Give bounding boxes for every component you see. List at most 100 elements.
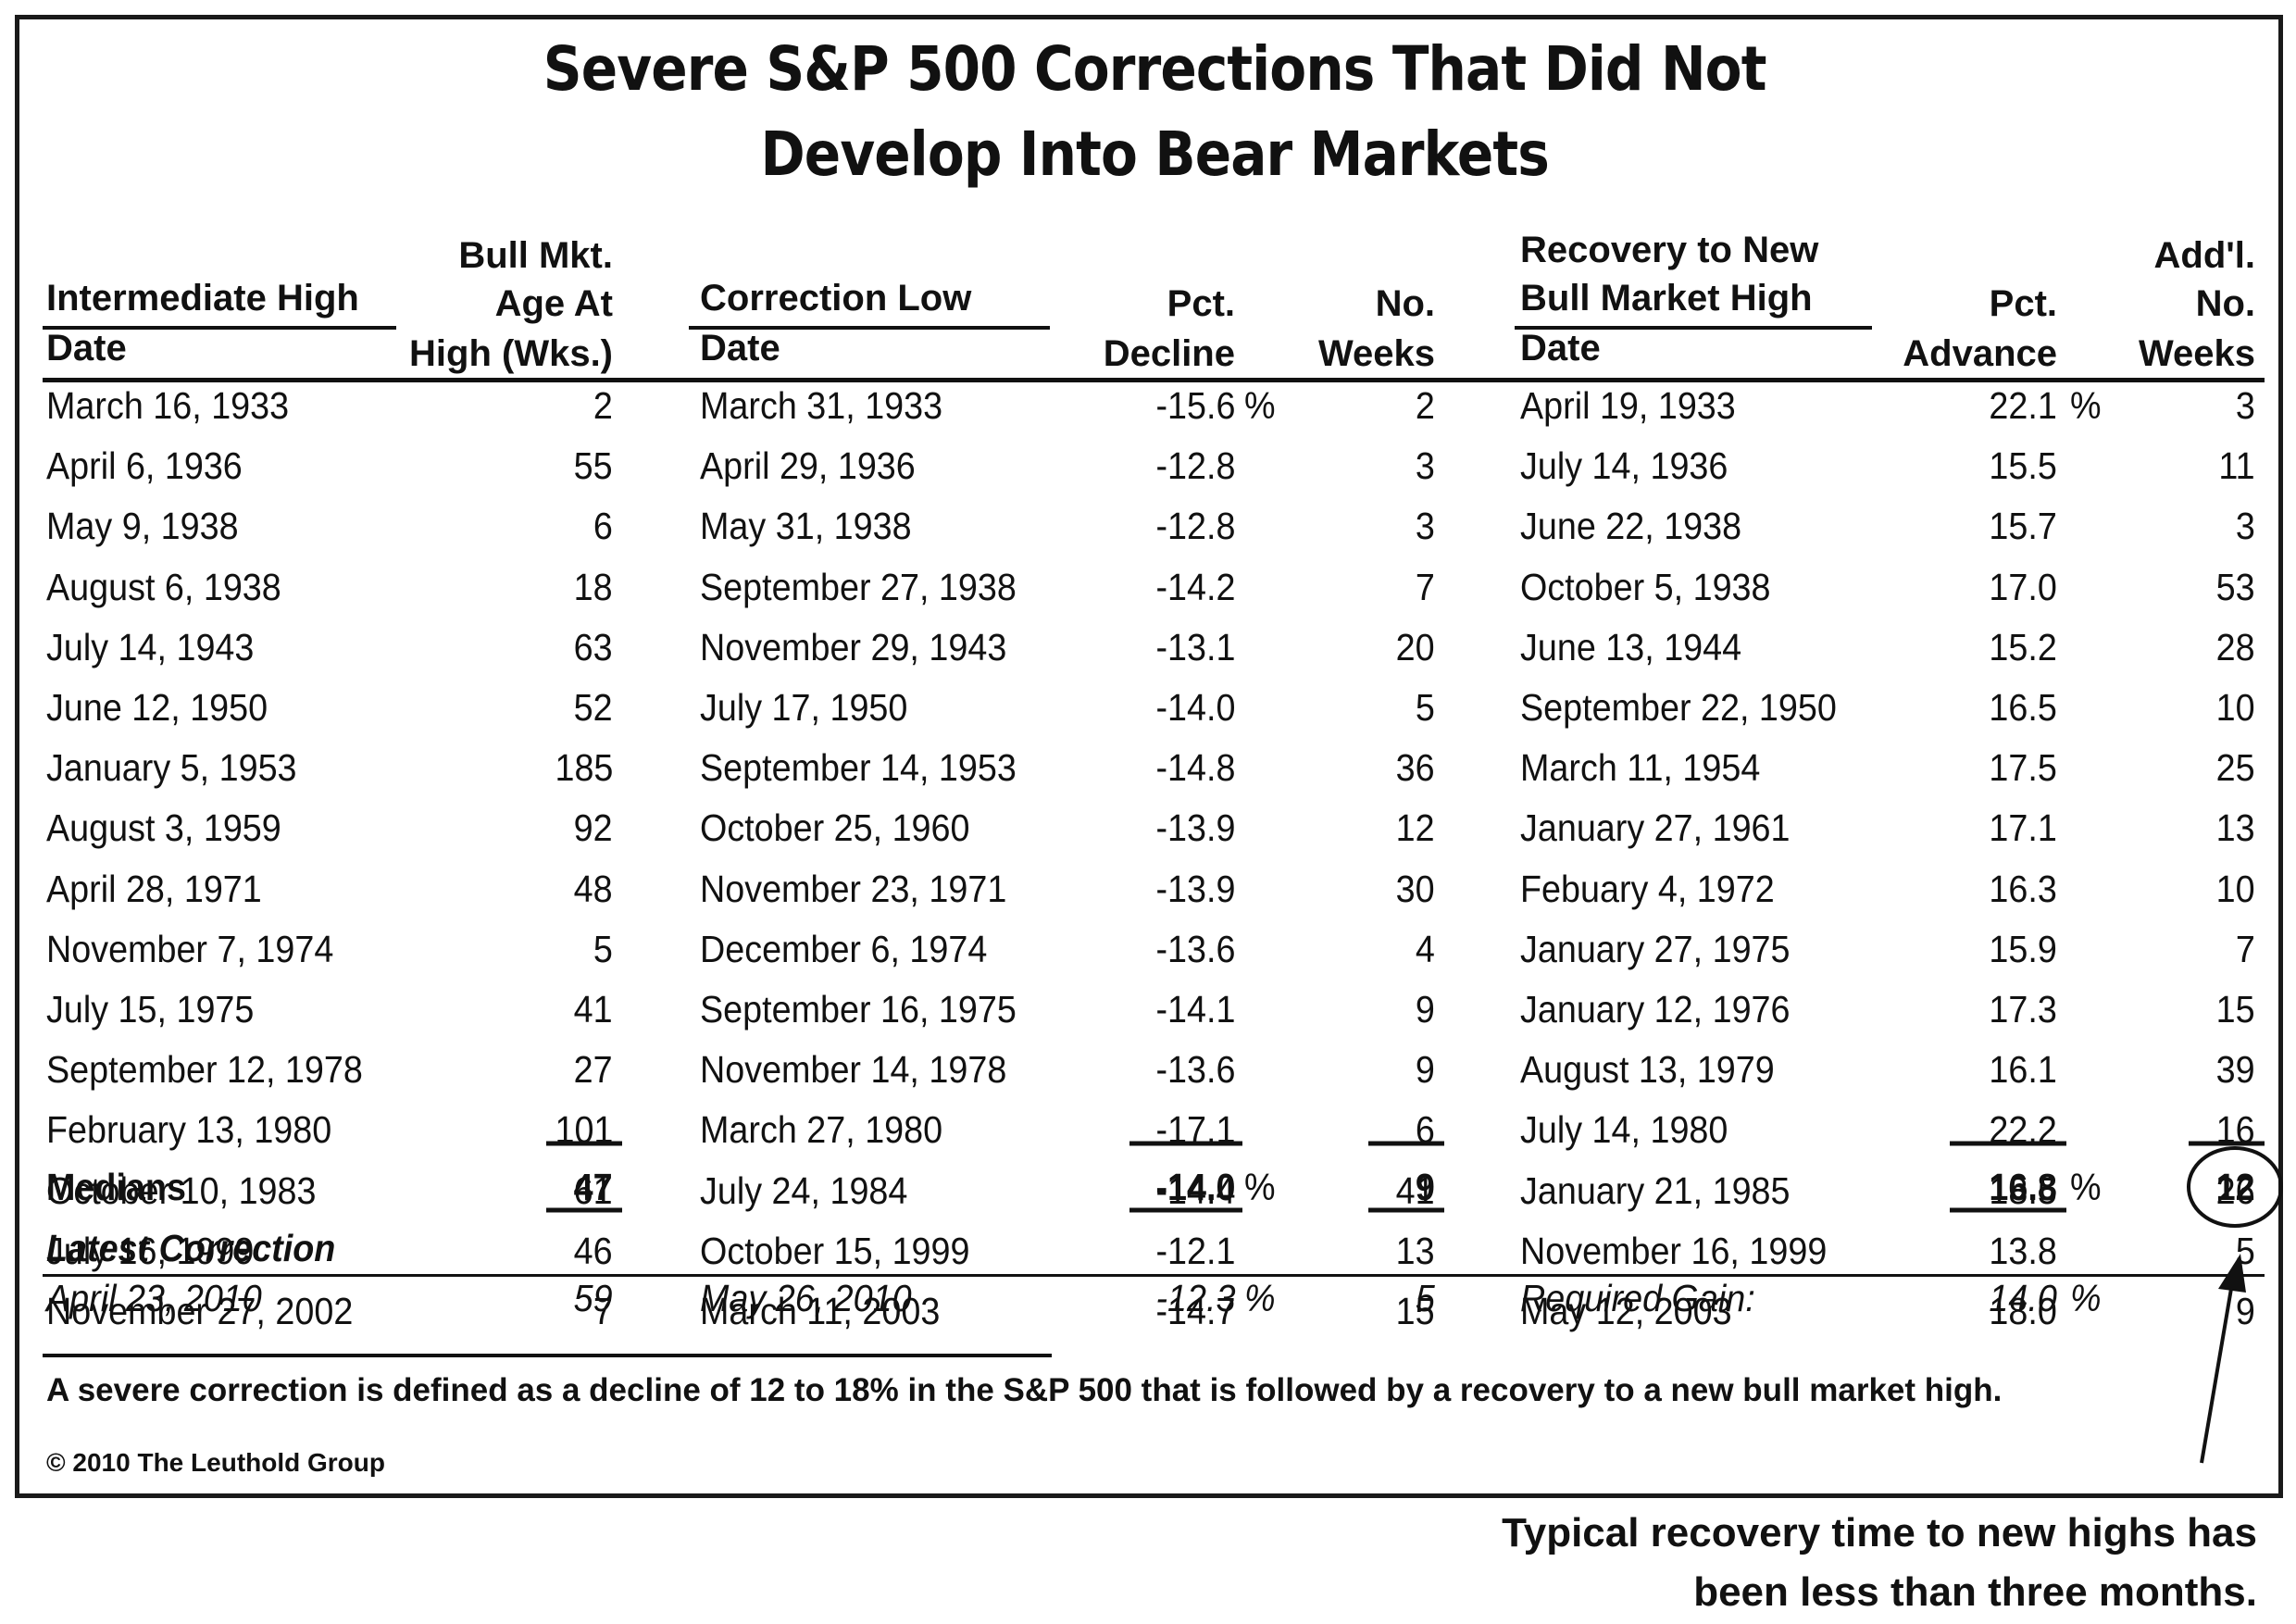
cell-pct-decline: -14.1 — [1155, 988, 1235, 1031]
cell-high-date: April 6, 1936 — [46, 444, 243, 487]
cell-recovery-date: January 27, 1975 — [1520, 928, 1791, 970]
cell-pct-advance: 18.5 — [1989, 1169, 2057, 1212]
cell-pct-decline: -15.6 — [1155, 384, 1235, 427]
cell-high-date: August 3, 1959 — [46, 806, 281, 849]
cell-no-weeks: 4 — [1416, 928, 1435, 970]
cell-pct-advance: 17.5 — [1989, 746, 2057, 789]
cell-high-date: July 15, 1975 — [46, 988, 255, 1031]
cell-no-weeks: 3 — [1416, 444, 1435, 487]
cell-recovery-date: July 14, 1980 — [1520, 1108, 1728, 1151]
cell-low-date: May 31, 1938 — [700, 505, 912, 547]
cell-recovery-date: November 16, 1999 — [1520, 1230, 1828, 1272]
cell-pct-decline: -14.8 — [1155, 746, 1235, 789]
cell-high-date: July 14, 1943 — [46, 626, 255, 668]
cell-pct-advance: 18.0 — [1989, 1290, 2057, 1332]
cell-bull-age: 55 — [574, 444, 613, 487]
latest-weeks: 5 — [1416, 1277, 1435, 1319]
cell-no-weeks: 15 — [1396, 1290, 1435, 1332]
cell-no-weeks: 13 — [1396, 1230, 1435, 1272]
cell-pct-advance: 17.1 — [1989, 806, 2057, 849]
cell-no-weeks: 9 — [1416, 988, 1435, 1031]
cell-pct-advance: 16.1 — [1989, 1048, 2057, 1091]
medians-label: Medians — [46, 1166, 186, 1208]
cell-addl-weeks: 10 — [2216, 868, 2255, 910]
header-correction-low: Correction Low — [700, 278, 972, 319]
cell-bull-age: 27 — [574, 1048, 613, 1091]
cell-pct-decline: -13.9 — [1155, 806, 1235, 849]
cell-bull-age: 6 — [593, 505, 613, 547]
rule-recovery — [1515, 326, 1872, 330]
header-rule — [43, 378, 2265, 382]
latest-age: 59 — [574, 1277, 613, 1319]
cell-low-date: December 6, 1974 — [700, 928, 988, 970]
cell-low-date: September 16, 1975 — [700, 988, 1017, 1031]
header-pct-advance-2: Advance — [1903, 333, 2057, 374]
cell-pct-decline: -14.2 — [1155, 566, 1235, 608]
header-no-weeks-2: Weeks — [1317, 333, 1435, 374]
title-line-2: Develop Into Bear Markets — [760, 119, 1549, 190]
latest-rule — [43, 1274, 2265, 1277]
header-addl-2: No. — [2195, 283, 2255, 324]
cell-recovery-date: January 21, 1985 — [1520, 1169, 1791, 1212]
cell-advance-percent: % — [2070, 384, 2102, 427]
cell-pct-decline: -12.8 — [1155, 505, 1235, 547]
header-low-date: Date — [700, 328, 780, 369]
cell-addl-weeks: 11 — [2218, 444, 2255, 487]
cell-bull-age: 41 — [574, 988, 613, 1031]
header-addl-1: Add'l. — [2153, 235, 2256, 276]
cell-bull-age: 46 — [574, 1230, 613, 1272]
cell-addl-weeks: 28 — [2216, 626, 2255, 668]
cell-low-date: November 29, 1943 — [700, 626, 1007, 668]
median-advance-percent: % — [2070, 1166, 2102, 1208]
cell-high-date: July 16, 1999 — [46, 1230, 255, 1272]
cell-pct-advance: 16.3 — [1989, 868, 2057, 910]
cell-recovery-date: Febuary 4, 1972 — [1520, 868, 1775, 910]
cell-recovery-date: June 22, 1938 — [1520, 505, 1742, 547]
cell-low-date: November 14, 1978 — [700, 1048, 1007, 1091]
annotation-line-1: Typical recovery time to new highs has — [1502, 1510, 2257, 1555]
cell-pct-advance: 15.7 — [1989, 505, 2057, 547]
cell-pct-advance: 15.5 — [1989, 444, 2057, 487]
cell-pct-decline: -12.1 — [1155, 1230, 1235, 1272]
cell-pct-decline: -14.4 — [1155, 1169, 1235, 1212]
cell-bull-age: 5 — [593, 928, 613, 970]
cell-high-date: September 12, 1978 — [46, 1048, 363, 1091]
cell-pct-decline: -13.6 — [1155, 1048, 1235, 1091]
cell-pct-decline: -14.0 — [1155, 686, 1235, 729]
cell-low-date: April 29, 1936 — [700, 444, 916, 487]
cell-bull-age: 48 — [574, 868, 613, 910]
cell-no-weeks: 20 — [1396, 626, 1435, 668]
median-addl-circle — [2187, 1146, 2283, 1228]
cell-low-date: July 17, 1950 — [700, 686, 908, 729]
cell-pct-advance: 17.3 — [1989, 988, 2057, 1031]
cell-pct-advance: 15.9 — [1989, 928, 2057, 970]
latest-low-date: May 26, 2010 — [700, 1277, 912, 1319]
cell-addl-weeks: 13 — [2216, 806, 2255, 849]
cell-pct-decline: -13.9 — [1155, 868, 1235, 910]
cell-recovery-date: January 27, 1961 — [1520, 806, 1791, 849]
cell-no-weeks: 41 — [1396, 1169, 1435, 1212]
latest-required-percent: % — [2070, 1277, 2102, 1319]
cell-pct-decline: -13.1 — [1155, 626, 1235, 668]
cell-pct-advance: 22.1 — [1989, 384, 2057, 427]
cell-high-date: May 9, 1938 — [46, 505, 239, 547]
cell-high-date: October 10, 1983 — [46, 1169, 317, 1212]
cell-no-weeks: 5 — [1416, 686, 1435, 729]
header-recovery-2: Bull Market High — [1520, 278, 1813, 319]
cell-low-date: July 24, 1984 — [700, 1169, 908, 1212]
cell-recovery-date: January 12, 1976 — [1520, 988, 1791, 1031]
median-age: 47 — [574, 1166, 613, 1208]
cell-bull-age: 2 — [593, 384, 613, 427]
header-no-weeks-1: No. — [1375, 283, 1435, 324]
header-pct-decline-1: Pct. — [1167, 283, 1235, 324]
cell-recovery-date: July 14, 1936 — [1520, 444, 1728, 487]
cell-bull-age: 61 — [574, 1169, 613, 1212]
cell-pct-decline: -13.6 — [1155, 928, 1235, 970]
rule-intermediate-high — [43, 326, 396, 330]
cell-no-weeks: 3 — [1416, 505, 1435, 547]
rule-correction-low — [689, 326, 1050, 330]
cell-bull-age: 7 — [593, 1290, 613, 1332]
cell-recovery-date: October 5, 1938 — [1520, 566, 1771, 608]
cell-addl-weeks: 7 — [2236, 928, 2255, 970]
cell-pct-advance: 13.8 — [1989, 1230, 2057, 1272]
